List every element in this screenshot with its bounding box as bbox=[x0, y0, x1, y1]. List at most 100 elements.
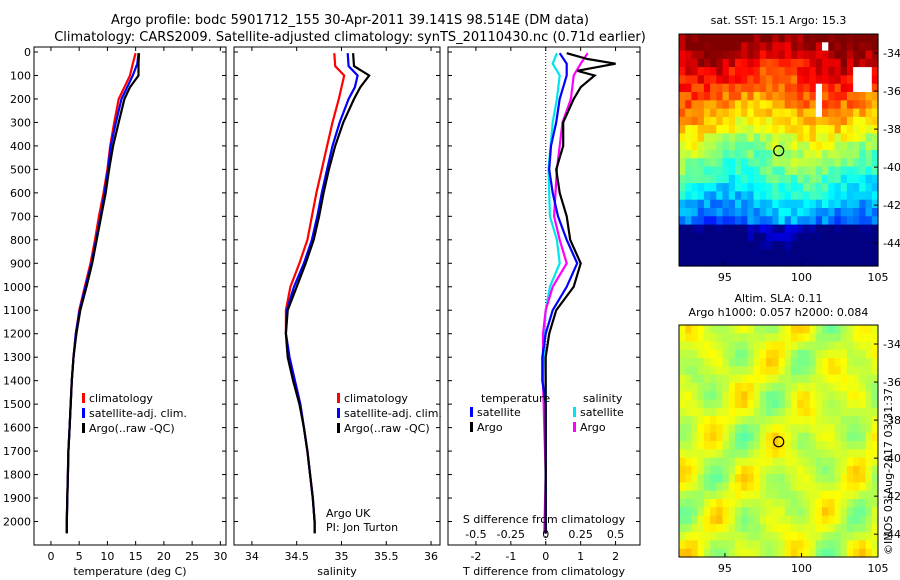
map-pixel bbox=[716, 374, 724, 384]
tdiff-axis-label: T difference from climatology bbox=[462, 565, 625, 578]
map-pixel bbox=[697, 257, 705, 267]
map-pixel bbox=[722, 441, 730, 450]
map-pixel bbox=[703, 92, 711, 101]
map-pixel bbox=[772, 158, 780, 168]
map-pixel bbox=[766, 224, 773, 234]
map-sst-pixels bbox=[679, 34, 879, 267]
map-pixel bbox=[840, 224, 848, 234]
map-pixel bbox=[846, 441, 854, 450]
map-pixel bbox=[822, 325, 829, 334]
map-pixel bbox=[846, 349, 854, 359]
map-pixel bbox=[809, 116, 817, 126]
map-pixel bbox=[840, 532, 848, 541]
map-pixel bbox=[741, 441, 748, 450]
map-pixel bbox=[716, 523, 724, 533]
map-pixel bbox=[834, 141, 842, 151]
map-pixel bbox=[747, 158, 755, 168]
map-pixel bbox=[710, 482, 717, 492]
map-pixel bbox=[815, 158, 823, 168]
map-pixel bbox=[809, 416, 817, 425]
map-pixel bbox=[797, 474, 804, 483]
map-pixel bbox=[697, 58, 705, 68]
map-pixel bbox=[871, 523, 879, 533]
map-pixel bbox=[685, 374, 692, 384]
map-pixel bbox=[735, 199, 742, 209]
map-pixel bbox=[846, 100, 854, 110]
map-pixel bbox=[728, 515, 736, 525]
map-pixel bbox=[753, 441, 761, 450]
map-pixel bbox=[784, 67, 792, 76]
map-pixel bbox=[741, 416, 748, 425]
map-pixel bbox=[766, 100, 773, 110]
map-pixel bbox=[710, 366, 717, 376]
map-pixel bbox=[846, 416, 854, 425]
map-pixel bbox=[853, 490, 860, 500]
map-pixel bbox=[809, 548, 817, 558]
temperature-x-tick-label: 20 bbox=[157, 550, 171, 563]
map-pixel bbox=[809, 216, 817, 226]
map-pixel bbox=[747, 391, 755, 401]
sst-map-title: sat. SST: 15.1 Argo: 15.3 bbox=[711, 14, 847, 27]
map-pixel bbox=[797, 199, 804, 209]
map-pixel bbox=[871, 116, 879, 126]
map-pixel bbox=[722, 416, 730, 425]
map-pixel bbox=[772, 249, 780, 259]
map-pixel bbox=[759, 141, 767, 151]
map-pixel bbox=[772, 50, 780, 60]
map-pixel bbox=[710, 441, 717, 450]
map-lat-tick-label: -42 bbox=[883, 199, 900, 212]
map-pixel bbox=[803, 108, 811, 118]
map-pixel bbox=[840, 158, 848, 168]
map-pixel bbox=[679, 257, 686, 267]
map-pixel bbox=[815, 424, 823, 434]
map-pixel bbox=[703, 532, 711, 541]
map-pixel bbox=[828, 58, 836, 68]
map-pixel bbox=[797, 208, 804, 217]
map-pixel bbox=[846, 141, 854, 151]
map-pixel bbox=[759, 166, 767, 176]
map-pixel bbox=[697, 507, 705, 517]
map-pixel bbox=[871, 141, 879, 151]
map-lon-tick-label: 95 bbox=[718, 562, 732, 575]
map-pixel bbox=[772, 325, 780, 334]
map-pixel bbox=[685, 325, 692, 334]
map-pixel bbox=[828, 249, 836, 259]
map-pixel bbox=[853, 133, 860, 143]
map-pixel bbox=[803, 333, 811, 343]
map-pixel bbox=[703, 50, 711, 60]
map-pixel bbox=[809, 540, 817, 550]
map-pixel bbox=[778, 158, 786, 168]
map-pixel bbox=[747, 482, 755, 492]
map-pixel bbox=[822, 383, 829, 392]
map-pixel bbox=[735, 75, 742, 85]
map-pixel bbox=[853, 424, 860, 434]
map-pixel bbox=[772, 523, 780, 533]
map-pixel bbox=[871, 341, 879, 351]
map-pixel bbox=[703, 100, 711, 110]
map-pixel bbox=[846, 383, 854, 392]
map-pixel bbox=[797, 540, 804, 550]
temperature-line-1 bbox=[65, 53, 140, 534]
map-pixel bbox=[865, 83, 873, 93]
map-pixel bbox=[753, 407, 761, 417]
depth-tick-label: 1700 bbox=[3, 445, 31, 458]
map-pixel bbox=[728, 125, 736, 134]
map-pixel bbox=[840, 507, 848, 517]
map-pixel bbox=[809, 125, 817, 134]
map-pixel bbox=[753, 50, 761, 60]
map-pixel bbox=[803, 100, 811, 110]
map-pixel bbox=[815, 457, 823, 467]
map-pixel bbox=[846, 125, 854, 134]
map-pixel bbox=[703, 374, 711, 384]
map-pixel bbox=[722, 325, 730, 334]
map-pixel bbox=[790, 150, 798, 159]
map-pixel bbox=[840, 125, 848, 134]
map-pixel bbox=[735, 333, 742, 343]
map-pixel bbox=[728, 199, 736, 209]
map-pixel bbox=[735, 441, 742, 450]
map-pixel bbox=[747, 333, 755, 343]
map-pixel bbox=[778, 349, 786, 359]
map-pixel bbox=[871, 92, 879, 101]
map-pixel bbox=[797, 499, 804, 508]
map-pixel bbox=[722, 224, 730, 234]
